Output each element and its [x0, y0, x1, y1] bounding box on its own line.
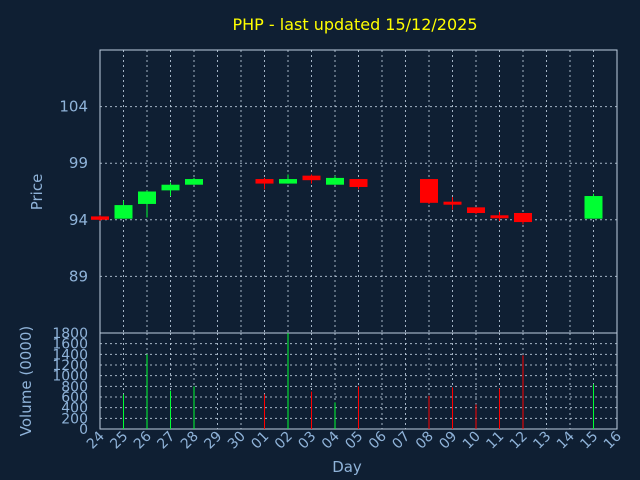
chart-title: PHP - last updated 15/12/2025: [232, 15, 477, 34]
candle-body: [302, 175, 321, 181]
candle-body: [584, 196, 603, 219]
x-tick-label: 04: [319, 428, 343, 452]
price-tick-label: 104: [59, 98, 88, 116]
x-tick-label: 13: [530, 429, 554, 453]
price-tick-label: 94: [69, 211, 88, 229]
price-tick-label: 89: [69, 267, 88, 285]
candle-body: [185, 179, 203, 185]
x-tick-label: 05: [342, 429, 366, 453]
x-tick-label: 06: [366, 428, 390, 452]
volume-tick-label: 400: [61, 401, 88, 417]
candle-body: [255, 179, 274, 184]
candle-body: [514, 213, 532, 223]
candle-body: [114, 205, 133, 219]
x-tick-label: 16: [601, 428, 625, 452]
x-tick-label: 30: [225, 429, 249, 453]
volume-tick-label: 1600: [52, 337, 88, 353]
candle-body: [279, 179, 297, 184]
x-axis-label: Day: [332, 458, 362, 476]
x-tick-label: 07: [389, 429, 413, 453]
volume-tick-label: 1200: [52, 358, 88, 374]
volume-tick-label: 600: [61, 390, 88, 406]
x-tick-label: 01: [248, 429, 272, 453]
candle-body: [91, 216, 109, 220]
x-tick-label: 11: [483, 429, 507, 453]
x-tick-label: 03: [295, 429, 319, 453]
volume-axis-label: Volume (0000): [17, 326, 35, 436]
x-tick-label: 09: [436, 429, 460, 453]
x-tick-label: 27: [154, 429, 178, 453]
candle-body: [138, 191, 156, 204]
x-tick-label: 02: [272, 429, 296, 453]
x-tick-label: 10: [460, 429, 484, 453]
price-panel: 89 94 99 104: [59, 49, 618, 334]
candle-body: [467, 207, 485, 214]
x-tick-labels: 24 25 26 27 28 29 30 01 02 03 04 05 06 07 08 09 10 11 12 13…: [84, 428, 625, 452]
x-tick-label: 29: [201, 429, 225, 453]
volume-tick-label: 1400: [52, 347, 88, 363]
volume-tick-label: 1800: [52, 326, 88, 342]
x-tick-label: 26: [131, 428, 155, 452]
x-tick-label: 15: [577, 429, 601, 453]
x-tick-label: 25: [107, 429, 131, 453]
volume-tick-label: 800: [61, 379, 88, 395]
x-tick-label: 08: [413, 429, 437, 453]
price-axis-label: Price: [28, 174, 46, 211]
x-tick-label: 28: [178, 429, 202, 453]
volume-tick-label: 200: [61, 411, 88, 427]
candle-body: [490, 215, 509, 219]
candle-body: [326, 177, 344, 185]
x-tick-label: 12: [507, 429, 531, 453]
candle-body: [349, 179, 368, 187]
volume-tick-label: 1000: [52, 369, 88, 385]
candle-body: [443, 201, 462, 205]
volume-tick-label: 0: [79, 422, 88, 438]
x-tick-label: 14: [554, 428, 578, 452]
price-tick-label: 99: [69, 154, 88, 172]
candle-body: [420, 179, 438, 203]
candle-body: [161, 184, 180, 191]
